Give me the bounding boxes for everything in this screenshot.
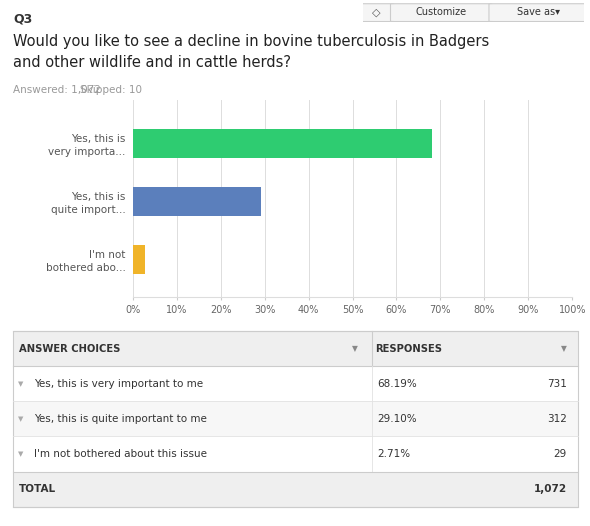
- Text: ▼: ▼: [18, 381, 23, 387]
- Bar: [13, 437, 578, 471]
- Text: 731: 731: [547, 379, 567, 389]
- Bar: [13, 401, 578, 437]
- Bar: [13, 471, 578, 507]
- Text: 29.10%: 29.10%: [378, 414, 417, 424]
- FancyBboxPatch shape: [359, 4, 394, 22]
- Text: 312: 312: [547, 414, 567, 424]
- Text: ▼: ▼: [18, 451, 23, 457]
- Text: 29: 29: [553, 449, 567, 459]
- Text: Q3: Q3: [13, 12, 32, 25]
- Text: ▼: ▼: [352, 345, 358, 353]
- Bar: [133, 245, 145, 274]
- Bar: [13, 367, 578, 401]
- Bar: [133, 187, 261, 216]
- Text: TOTAL: TOTAL: [19, 484, 56, 494]
- FancyBboxPatch shape: [391, 4, 492, 22]
- Bar: [13, 331, 578, 367]
- FancyBboxPatch shape: [489, 4, 589, 22]
- Text: Yes, this is very important to me: Yes, this is very important to me: [34, 379, 204, 389]
- Text: Save as▾: Save as▾: [517, 7, 560, 17]
- Text: 1,072: 1,072: [534, 484, 567, 494]
- Text: 68.19%: 68.19%: [378, 379, 417, 389]
- Text: Yes, this is quite important to me: Yes, this is quite important to me: [34, 414, 207, 424]
- Text: I'm not bothered about this issue: I'm not bothered about this issue: [34, 449, 208, 459]
- Text: Customize: Customize: [416, 7, 467, 17]
- Text: Skipped: 10: Skipped: 10: [80, 85, 142, 95]
- Text: Answered: 1,072: Answered: 1,072: [13, 85, 101, 95]
- Bar: [133, 129, 432, 158]
- Text: RESPONSES: RESPONSES: [375, 344, 442, 354]
- Text: ▼: ▼: [18, 416, 23, 422]
- Text: Would you like to see a decline in bovine tuberculosis in Badgers
and other wild: Would you like to see a decline in bovin…: [13, 34, 489, 69]
- Text: ANSWER CHOICES: ANSWER CHOICES: [19, 344, 120, 354]
- Text: ◇: ◇: [372, 7, 381, 17]
- Text: 2.71%: 2.71%: [378, 449, 411, 459]
- Text: ▼: ▼: [561, 345, 567, 353]
